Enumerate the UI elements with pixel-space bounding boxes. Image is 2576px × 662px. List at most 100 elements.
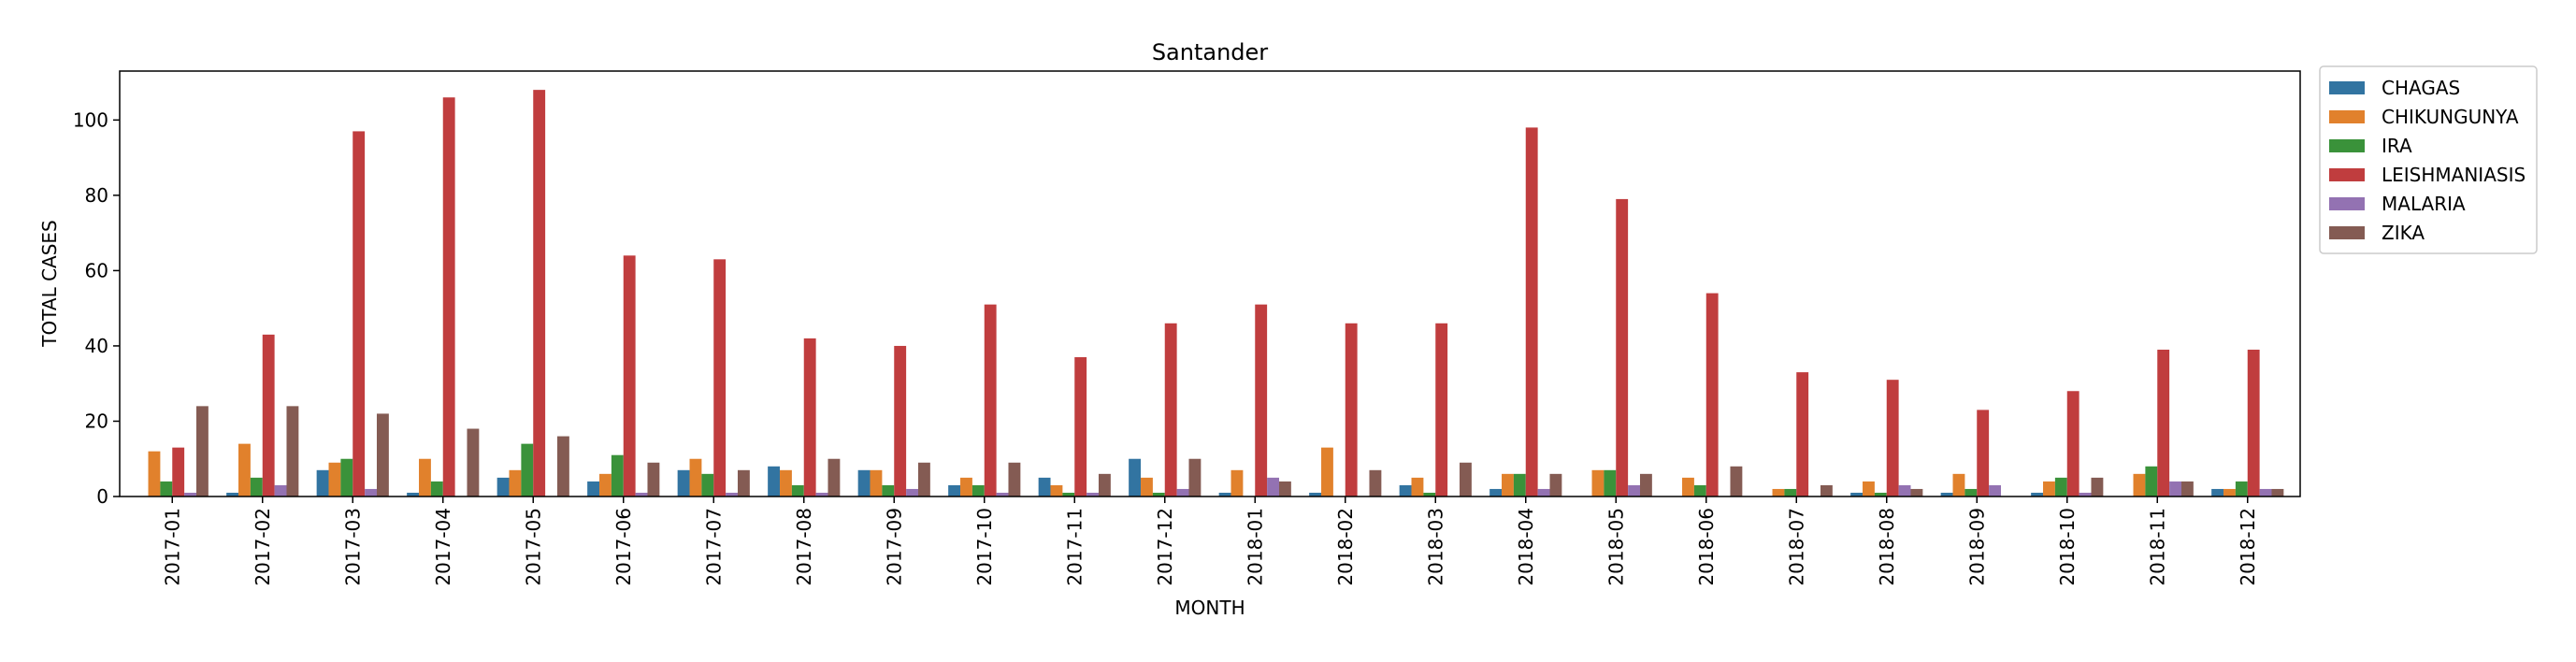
- bar-ira-2017-05: [521, 443, 534, 496]
- bar-zika-2018-02: [1369, 469, 1382, 496]
- bar-chikungunya-2018-11: [2133, 473, 2146, 496]
- bar-zika-2017-12: [1188, 458, 1202, 496]
- bar-chikungunya-2017-09: [870, 469, 883, 496]
- bar-chikungunya-2018-01: [1230, 469, 1244, 496]
- x-axis: 2017-01 2017-02 2017-03 2017-04 2017-05 2017-…: [161, 496, 2259, 586]
- bar-leishmaniasis-2017-12: [1164, 323, 1177, 496]
- x-tick-label: 2018-06: [1695, 508, 1718, 586]
- x-tick-label: 2017-08: [793, 508, 815, 586]
- y-tick-label: 100: [73, 108, 108, 131]
- bar-chikungunya-2017-02: [238, 443, 251, 496]
- x-tick-label: 2017-12: [1154, 508, 1176, 586]
- bar-chagas-2017-05: [496, 477, 510, 496]
- bar-chagas-2017-03: [316, 469, 329, 496]
- bar-chagas-2018-10: [2031, 492, 2044, 496]
- bar-zika-2018-07: [1820, 484, 1833, 496]
- legend-swatch-zika: [2329, 226, 2365, 239]
- bar-chikungunya-2018-02: [1321, 447, 1333, 496]
- bar-malaria-2017-01: [184, 492, 196, 496]
- x-tick-label: 2017-10: [973, 508, 996, 586]
- bar-zika-2017-02: [286, 406, 299, 496]
- bar-zika-2017-08: [827, 458, 841, 496]
- bar-chikungunya-2017-04: [419, 458, 431, 496]
- bar-zika-2018-10: [2091, 477, 2104, 496]
- legend-label-chikungunya: CHIKUNGUNYA: [2382, 106, 2519, 128]
- x-tick-label: 2017-02: [252, 508, 274, 586]
- bar-zika-2017-01: [195, 406, 209, 496]
- x-tick-label: 2018-05: [1605, 508, 1627, 586]
- bar-zika-2017-05: [556, 436, 569, 496]
- bar-chagas-2018-09: [1940, 492, 1953, 496]
- bar-chikungunya-2017-06: [599, 473, 612, 496]
- x-tick-label: 2017-06: [612, 508, 635, 586]
- bar-ira-2017-08: [791, 484, 804, 496]
- bar-chikungunya-2018-03: [1411, 477, 1424, 496]
- bar-chikungunya-2017-12: [1141, 477, 1153, 496]
- bar-leishmaniasis-2017-11: [1074, 357, 1087, 496]
- legend-swatch-ira: [2329, 139, 2365, 152]
- bar-chagas-2017-10: [948, 484, 961, 496]
- bar-leishmaniasis-2018-08: [1886, 380, 1899, 496]
- y-tick-label: 20: [85, 410, 108, 432]
- bar-zika-2018-04: [1549, 473, 1562, 496]
- bar-ira-2017-10: [971, 484, 985, 496]
- bar-chagas-2017-04: [407, 492, 420, 496]
- bar-ira-2018-03: [1423, 492, 1436, 496]
- bar-malaria-2017-12: [1176, 488, 1189, 496]
- bar-malaria-2017-02: [274, 484, 287, 496]
- bar-zika-2017-07: [737, 469, 750, 496]
- bar-malaria-2018-11: [2169, 481, 2181, 496]
- bar-leishmaniasis-2017-09: [894, 345, 907, 496]
- bar-leishmaniasis-2017-10: [984, 304, 997, 496]
- bar-chikungunya-2017-10: [960, 477, 972, 496]
- bar-ira-2018-05: [1604, 469, 1617, 496]
- bar-zika-2018-05: [1639, 473, 1652, 496]
- bar-leishmaniasis-2017-05: [533, 90, 546, 496]
- bar-chagas-2017-06: [587, 481, 600, 496]
- bar-chagas-2018-02: [1309, 492, 1322, 496]
- bar-ira-2017-01: [160, 481, 173, 496]
- chart-title: Santander: [1152, 39, 1268, 65]
- bar-malaria-2018-05: [1628, 484, 1640, 496]
- legend-label-ira: IRA: [2382, 135, 2412, 157]
- bar-chagas-2017-07: [677, 469, 690, 496]
- bar-zika-2018-06: [1730, 466, 1743, 496]
- bar-leishmaniasis-2018-11: [2157, 349, 2170, 496]
- bar-malaria-2017-03: [365, 488, 377, 496]
- bar-zika-2017-03: [376, 413, 389, 496]
- bar-leishmaniasis-2017-02: [262, 334, 275, 496]
- bar-chagas-2018-04: [1489, 488, 1503, 496]
- x-tick-label: 2018-07: [1785, 508, 1807, 586]
- x-axis-label: MONTH: [1174, 597, 1245, 619]
- legend-swatch-malaria: [2329, 197, 2365, 210]
- bar-ira-2017-03: [340, 458, 353, 496]
- x-tick-label: 2017-11: [1063, 508, 1086, 586]
- bar-zika-2017-09: [917, 462, 930, 496]
- legend-label-zika: ZIKA: [2382, 222, 2425, 244]
- x-tick-label: 2017-09: [883, 508, 905, 586]
- bar-ira-2017-11: [1062, 492, 1075, 496]
- bar-zika-2017-06: [647, 462, 660, 496]
- bar-ira-2017-02: [250, 477, 263, 496]
- bar-chikungunya-2017-08: [780, 469, 792, 496]
- bar-leishmaniasis-2017-01: [172, 447, 185, 496]
- bar-chikungunya-2018-08: [1863, 481, 1875, 496]
- x-tick-label: 2017-04: [432, 508, 454, 586]
- x-tick-label: 2018-09: [1965, 508, 1988, 586]
- legend-label-chagas: CHAGAS: [2382, 77, 2460, 99]
- legend-swatch-chagas: [2329, 81, 2365, 94]
- legend-label-leishmaniasis: LEISHMANIASIS: [2382, 164, 2526, 186]
- bar-malaria-2018-04: [1537, 488, 1550, 496]
- bar-malaria-2018-12: [2259, 488, 2272, 496]
- bar-zika-2017-11: [1098, 473, 1111, 496]
- bar-leishmaniasis-2018-03: [1435, 323, 1448, 496]
- bar-zika-2018-12: [2271, 488, 2284, 496]
- bar-leishmaniasis-2018-05: [1616, 198, 1629, 496]
- legend-label-malaria: MALARIA: [2382, 193, 2466, 215]
- bar-chagas-2018-12: [2211, 488, 2224, 496]
- x-tick-label: 2018-08: [1876, 508, 1898, 586]
- x-tick-label: 2017-07: [702, 508, 725, 586]
- bar-ira-2018-07: [1784, 488, 1797, 496]
- bar-chikungunya-2017-07: [689, 458, 702, 496]
- bars-group: [148, 90, 2284, 497]
